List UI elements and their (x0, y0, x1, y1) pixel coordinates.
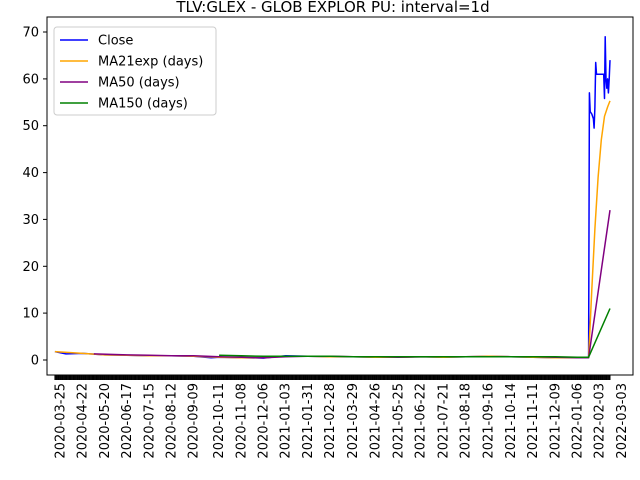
plot-lines (54, 35, 611, 359)
x-tick-label: 2021-06-22 (414, 383, 429, 459)
legend-label: MA50 (days) (98, 76, 180, 91)
legend-label: Close (98, 34, 133, 49)
x-tick-marks (54, 375, 611, 380)
x-tick-label: 2020-04-22 (76, 383, 91, 459)
legend: Close MA21exp (days) MA50 (days) MA150 (day… (53, 26, 217, 116)
x-tick-label: 2020-12-06 (257, 383, 272, 459)
x-tick-label: 2021-01-31 (301, 383, 316, 459)
x-tick-label: 2020-08-12 (165, 383, 180, 459)
y-tick-label: 0 (31, 354, 39, 369)
x-tick-label: 2020-05-20 (98, 383, 113, 459)
x-tick-label: 2020-10-11 (212, 383, 227, 459)
y-tick-label: 10 (22, 307, 39, 322)
x-tick-label: 2021-11-11 (526, 383, 541, 459)
legend-box (53, 26, 217, 116)
series-line-1 (54, 100, 611, 359)
x-tick-label: 2021-03-29 (346, 383, 361, 459)
x-tick-label: 2022-03-03 (615, 383, 630, 459)
legend-label: MA21exp (days) (98, 55, 203, 70)
x-tick-label: 2020-03-25 (54, 383, 69, 459)
y-tick-label: 50 (22, 119, 39, 134)
x-tick-label: 2021-09-16 (482, 383, 497, 459)
series-line-2 (93, 209, 611, 359)
x-tick-label: 2022-02-03 (593, 383, 608, 459)
legend-label: MA150 (days) (98, 97, 188, 112)
y-tick-label: 20 (22, 260, 39, 275)
chart-title: TLV:GLEX - GLOB EXPLOR PU: interval=1d (175, 0, 489, 16)
x-tick-label: 2021-02-28 (323, 383, 338, 459)
x-tick-label: 2022-01-06 (571, 383, 586, 459)
x-tick-label: 2021-01-03 (279, 383, 294, 459)
x-tick-label: 2020-09-09 (187, 383, 202, 459)
x-tick-label: 2020-11-08 (234, 383, 249, 459)
x-tick-label: 2021-05-25 (391, 383, 406, 459)
y-axis: 0 10 20 30 40 50 60 70 (22, 26, 47, 369)
x-tick-label: 2020-07-15 (142, 383, 157, 459)
x-tick-label: 2021-10-14 (504, 383, 519, 459)
y-tick-label: 30 (22, 213, 39, 228)
x-axis: 2020-03-25 2020-04-22 2020-05-20 2020-06-17… (54, 383, 630, 459)
y-tick-label: 70 (22, 26, 39, 41)
x-tick-label: 2021-04-26 (368, 383, 383, 459)
series-line-3 (219, 308, 611, 358)
y-tick-label: 60 (22, 72, 39, 87)
x-tick-label: 2021-07-21 (437, 383, 452, 459)
x-tick-label: 2020-06-17 (120, 383, 135, 459)
y-tick-label: 40 (22, 166, 39, 181)
x-tick-label: 2021-12-09 (548, 383, 563, 459)
x-tick-label: 2021-08-18 (459, 383, 474, 459)
